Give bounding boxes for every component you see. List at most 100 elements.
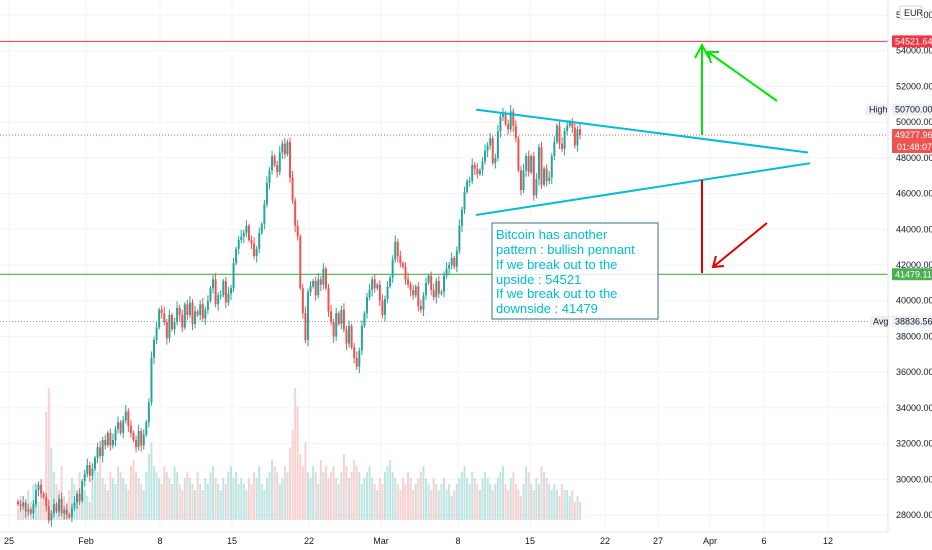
candle-body xyxy=(60,498,63,514)
volume-bar xyxy=(458,478,461,520)
volume-bar xyxy=(55,484,58,520)
candle-body xyxy=(414,286,417,296)
candle-body xyxy=(83,473,86,482)
volume-bar xyxy=(299,454,302,520)
candle-body xyxy=(473,165,476,169)
candle-body xyxy=(50,513,53,521)
pennant-upper-line[interactable] xyxy=(475,108,809,154)
volume-bar xyxy=(409,478,412,520)
candle-body xyxy=(401,263,404,267)
volume-bar xyxy=(93,466,96,520)
volume-bar xyxy=(273,466,276,520)
candle-body xyxy=(158,309,161,328)
volume-bar xyxy=(183,478,186,520)
volume-bar xyxy=(224,484,227,520)
volume-bar xyxy=(186,472,189,520)
candle-body xyxy=(486,145,489,151)
volume-bar xyxy=(425,478,428,520)
volume-bar xyxy=(430,490,433,520)
volume-bar xyxy=(222,478,225,520)
volume-bar xyxy=(494,484,497,520)
volume-bar xyxy=(373,484,376,520)
time-tick-label: 15 xyxy=(227,536,237,546)
volume-bar xyxy=(532,490,535,520)
avg-tag: 38836.56 xyxy=(895,316,932,326)
volume-bar xyxy=(17,508,19,520)
time-tick-label: 15 xyxy=(525,536,535,546)
volume-bar xyxy=(247,478,250,520)
candle-body xyxy=(442,275,445,292)
candle-body xyxy=(448,265,451,269)
candle-body xyxy=(396,241,399,257)
candle-body xyxy=(17,501,19,505)
candle-body xyxy=(32,504,35,514)
volume-bar xyxy=(566,490,569,520)
candle-body xyxy=(548,177,551,182)
volume-bar xyxy=(383,472,386,520)
volume-bar xyxy=(258,466,261,520)
volume-bar xyxy=(445,490,448,520)
pennant-lower-line[interactable] xyxy=(475,162,811,216)
avg-label: Avg xyxy=(873,316,888,326)
support-tag-bg xyxy=(892,268,932,281)
volume-bar xyxy=(504,484,507,520)
candle-body xyxy=(491,138,494,164)
volume-bar xyxy=(355,466,358,520)
volume-bar xyxy=(473,478,476,520)
volume-bar xyxy=(42,496,45,520)
candle-body xyxy=(181,315,184,328)
high-tag: 50700.00 xyxy=(895,105,932,115)
volume-bar xyxy=(478,490,481,520)
volume-bar xyxy=(317,484,320,520)
candle-body xyxy=(278,152,281,173)
volume-bar xyxy=(214,478,217,520)
price-tick-label: 40000.00 xyxy=(896,296,932,306)
volume-bar xyxy=(368,466,371,520)
volume-bar xyxy=(540,466,543,520)
volume-bar xyxy=(281,478,284,520)
candle-body xyxy=(242,232,245,237)
volume-bar xyxy=(401,478,404,520)
price-axis[interactable]: 28000.00 30000.00 32000.00 34000.00 36000.00… xyxy=(866,0,932,550)
candle-body xyxy=(355,357,358,367)
volume-bar xyxy=(366,472,369,520)
volume-bar xyxy=(34,496,37,520)
candle-body xyxy=(409,284,412,290)
volume-bar xyxy=(250,484,253,520)
time-tick-label: Mar xyxy=(373,536,389,546)
candle-body xyxy=(191,302,194,324)
candle-body xyxy=(381,300,384,315)
candle-body xyxy=(122,420,125,433)
candle-body xyxy=(345,329,348,344)
volume-bar xyxy=(68,490,71,520)
volume-bar xyxy=(289,448,292,520)
candle-body xyxy=(301,288,304,314)
volume-bar xyxy=(37,502,40,520)
volume-bar xyxy=(376,490,379,520)
candle-body xyxy=(24,502,27,512)
high-tag-bg xyxy=(892,103,932,116)
volume-bar xyxy=(96,472,99,520)
candle-body xyxy=(432,290,435,298)
volume-bar xyxy=(122,478,125,520)
candle-body xyxy=(45,497,48,507)
volume-bar xyxy=(132,460,135,520)
breakout-down-pointer[interactable] xyxy=(712,222,768,268)
time-axis[interactable]: 25 Feb 8 15 22 Mar 8 15 22 27 Apr 6 12 xyxy=(0,531,888,546)
volume-bar xyxy=(253,472,256,520)
candle-body xyxy=(571,122,574,128)
volume-bar xyxy=(40,490,43,520)
candle-body xyxy=(160,309,163,314)
candle-body xyxy=(417,286,420,307)
annotation-box[interactable]: Bitcoin has another pattern : bullish pe… xyxy=(491,222,659,320)
breakout-up-pointer[interactable] xyxy=(707,51,778,102)
last-price-tag: 49277.96 xyxy=(895,130,932,140)
volume-bar xyxy=(378,478,381,520)
candle-body xyxy=(309,286,312,292)
candle-body xyxy=(478,170,481,174)
price-tick-label: 30000.00 xyxy=(896,474,932,484)
volume-bar xyxy=(332,466,335,520)
candle-body xyxy=(73,502,76,508)
candle-body xyxy=(91,468,94,476)
